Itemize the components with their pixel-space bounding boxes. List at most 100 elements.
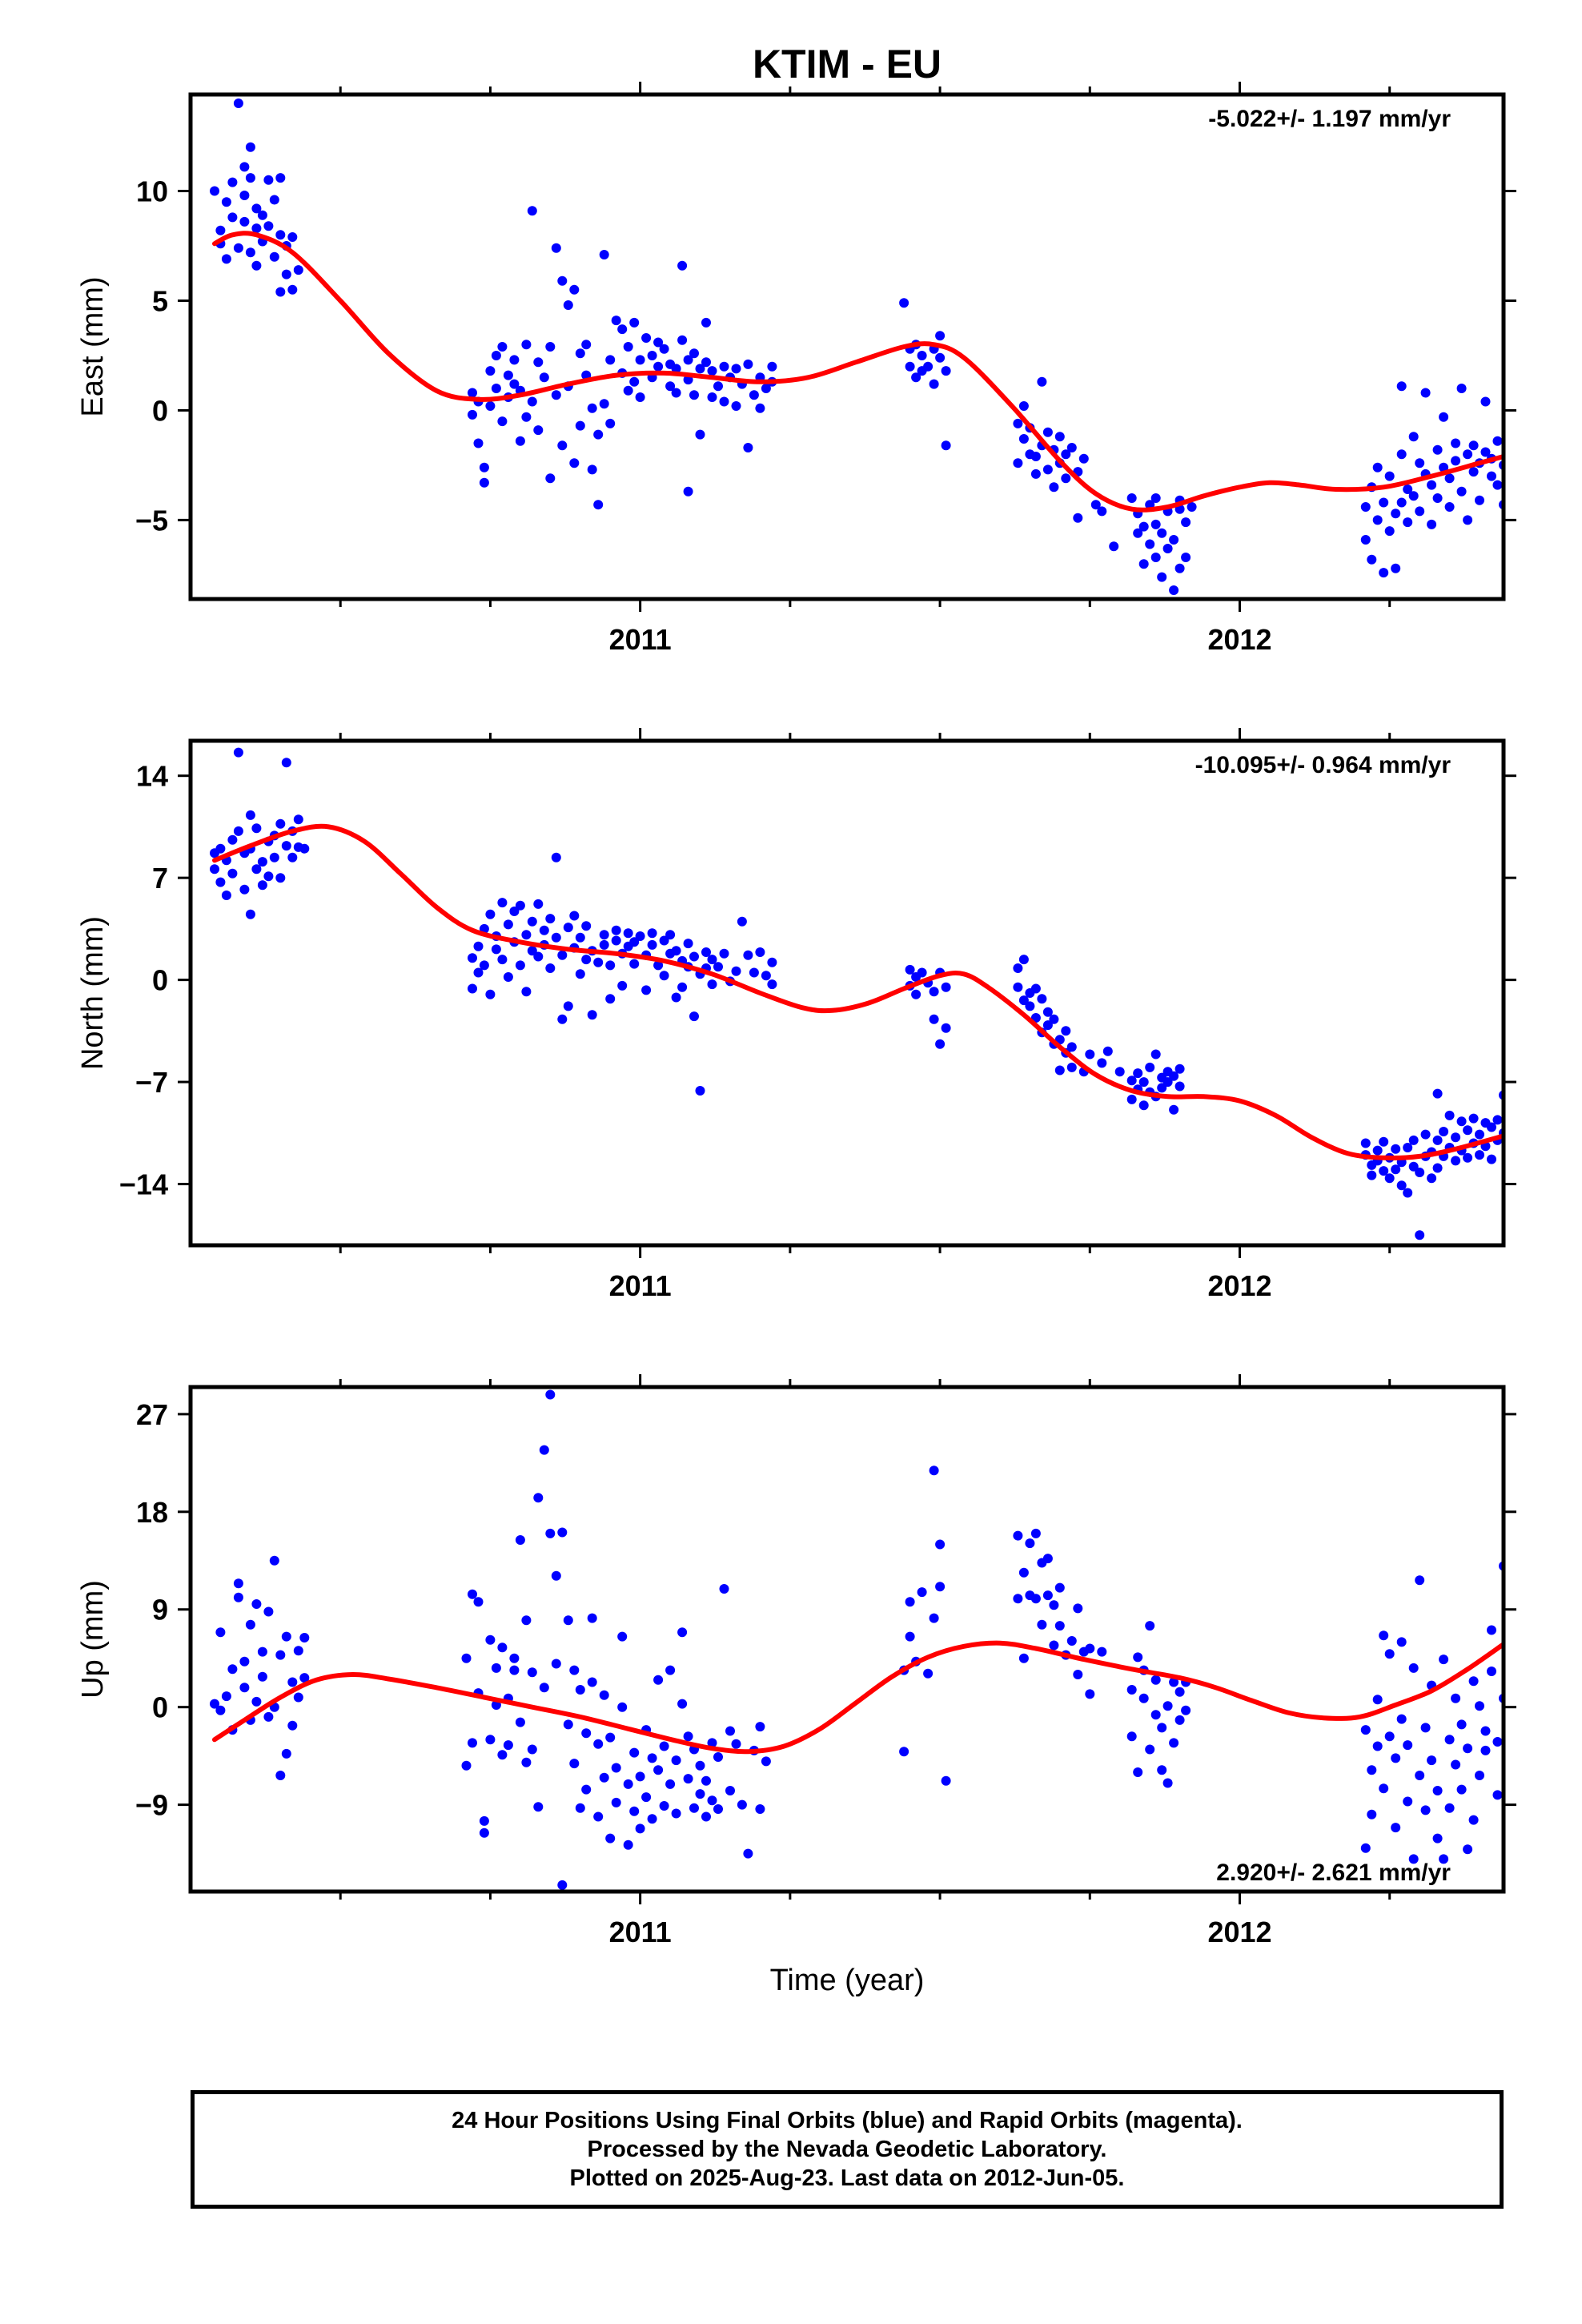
data-point [485,401,496,411]
data-point [1415,1771,1425,1780]
data-point [1456,1784,1467,1795]
y-tick-label: −5 [135,504,168,537]
data-point [761,971,771,981]
data-point [557,440,568,451]
data-point [665,1665,676,1675]
x-axis-label: Time (year) [770,1964,925,1997]
data-point [1439,1854,1449,1864]
data-point [1157,1765,1167,1775]
data-point [1042,1590,1053,1601]
data-point [1432,1088,1443,1099]
y-tick-label: 0 [152,394,168,427]
data-point [1114,1067,1125,1077]
data-point [689,348,699,359]
data-point [468,409,477,420]
data-point [1030,452,1041,461]
data-point [905,361,915,372]
data-point [503,1740,513,1751]
data-point [468,1738,477,1748]
data-point [521,930,532,940]
data-point [641,333,652,343]
data-point [1174,1081,1185,1092]
data-point [905,964,915,975]
data-point [1384,1731,1395,1742]
data-point [701,1811,711,1822]
data-point [593,1739,604,1749]
data-point [1379,1136,1389,1147]
data-point [599,250,609,259]
data-point [257,1647,267,1657]
data-point [1126,1076,1137,1086]
data-point [1403,1143,1413,1152]
data-point [1451,1759,1461,1770]
data-point [1181,1705,1191,1715]
data-point [539,925,549,935]
data-point [239,1656,250,1667]
data-point [1157,572,1167,582]
data-point [1133,1767,1143,1777]
data-point [899,1747,909,1757]
data-point [695,364,705,374]
y-tick-label: 7 [152,862,168,895]
data-point [269,852,279,862]
data-point [1169,1738,1179,1748]
data-point [707,955,717,965]
data-point [1408,1135,1419,1145]
data-point [917,1587,927,1598]
data-point [599,1690,609,1700]
data-point [281,269,291,279]
data-point [1061,1026,1071,1036]
velocity-label: -10.095+/- 0.964 mm/yr [1195,752,1452,778]
data-point [1181,553,1191,562]
data-point [671,364,681,374]
data-point [1432,1833,1443,1844]
data-point [749,967,759,978]
data-point [755,947,765,957]
data-point [215,843,226,854]
data-point [941,440,951,451]
data-point [1018,434,1029,444]
velocity-label: 2.920+/- 2.621 mm/yr [1216,1860,1451,1886]
data-point [1174,1687,1185,1697]
data-point [1420,1805,1431,1815]
data-point [509,1665,520,1675]
data-point [233,1578,243,1589]
data-point [1090,500,1101,510]
data-point [1492,1790,1503,1800]
data-point [221,891,231,900]
data-point [1013,418,1023,428]
data-points [210,99,1504,595]
data-point [1396,449,1407,460]
data-point [1367,1765,1377,1775]
data-point [1456,1719,1467,1730]
data-point [743,443,753,452]
data-point [1169,585,1179,595]
data-point [545,914,556,924]
data-point [1396,1180,1407,1191]
data-point [1384,526,1395,537]
data-point [575,420,585,431]
data-point [1085,1689,1095,1699]
data-point [1403,1796,1413,1807]
data-point [251,1696,262,1707]
data-point [1066,1062,1077,1072]
data-point [689,951,699,962]
y-tick-label: 0 [152,964,168,997]
data-point [1505,1739,1515,1749]
data-point [1396,497,1407,508]
caption-line-2: Processed by the Nevada Geodetic Laborat… [587,2137,1107,2162]
data-point [1379,1630,1389,1641]
data-point [1018,995,1029,1006]
data-point [1475,1701,1484,1711]
data-point [1102,1046,1113,1056]
data-point [545,342,556,352]
data-point [527,1667,537,1678]
data-point [683,1731,693,1742]
fit-curve [212,231,1504,513]
data-point [1372,1695,1383,1705]
data-point [587,403,597,413]
data-point [611,1763,621,1773]
data-point [623,1779,633,1789]
data-point [473,1597,484,1607]
data-point [587,1613,597,1623]
